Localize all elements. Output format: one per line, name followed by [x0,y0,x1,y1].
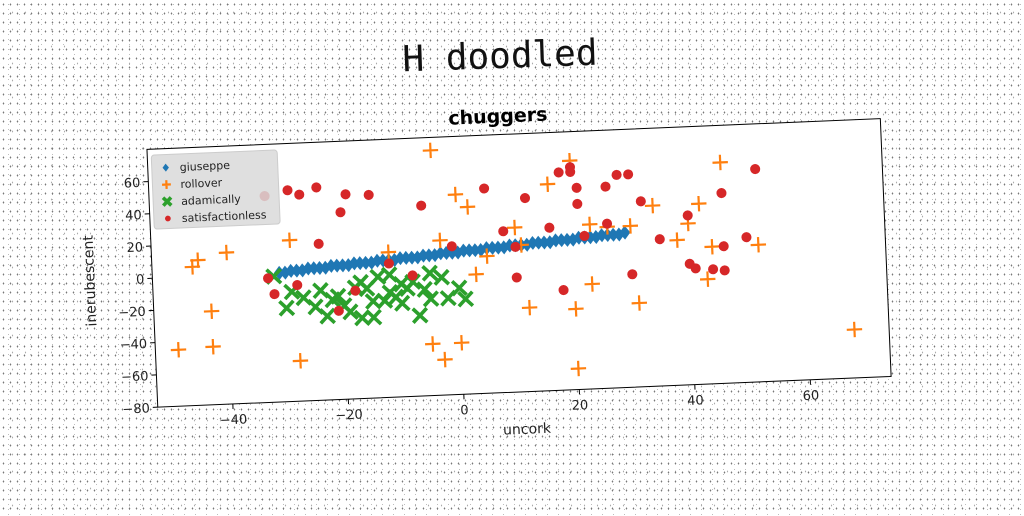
y-tick-label: 60 [124,176,141,192]
legend-label-adamically: adamically [181,192,242,208]
chart-title: chuggers [448,104,548,130]
x-axis-label: uncork [503,421,552,439]
y-tick-label: 20 [126,240,143,256]
x-tick-label: 40 [687,393,704,409]
y-tick-label: −60 [121,369,149,385]
y-tick-label: 40 [125,208,142,224]
y-tick-label: −80 [122,401,150,417]
y-tick-label: −40 [119,337,147,353]
x-tick-label: 60 [802,388,819,404]
x-tick-label: −40 [220,412,248,428]
plot-group: −40 −20 0 20 40 60 −80 −60 −40 −20 0 20 40 60 chugge… [76,90,893,456]
x-tick-label: −20 [335,408,363,424]
x-tick-label: 0 [460,403,469,418]
legend: giusepperolloveradamicallysatisfactionle… [151,150,280,229]
legend-label-rollover: rollover [180,176,223,191]
y-tick-label: 0 [136,273,145,288]
x-tick-label: 20 [571,398,588,414]
legend-label-giuseppe: giuseppe [179,159,230,174]
y-tick-label: −20 [118,305,146,321]
y-axis-label: inerubescent [80,234,100,327]
